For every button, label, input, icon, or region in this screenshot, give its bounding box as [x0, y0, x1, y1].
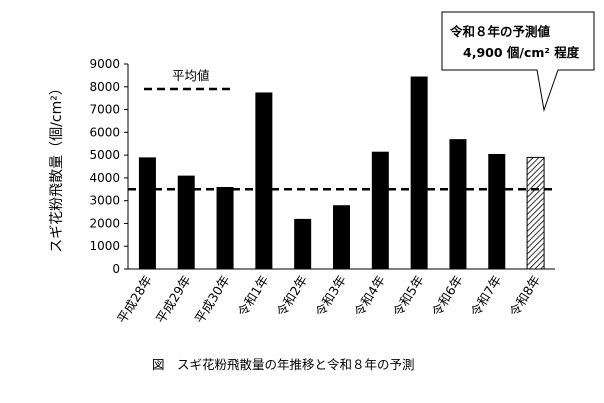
callout-value: 4,900 個/cm² 程度 [463, 45, 580, 60]
x-tick-label: 令和6年 [429, 273, 466, 319]
y-tick-label: 3000 [89, 194, 120, 208]
y-tick-label: 2000 [89, 216, 120, 230]
y-axis-label: スギ花粉飛散量（個/cm²） [49, 81, 65, 253]
bar [333, 205, 350, 269]
callout-balloon [441, 11, 595, 112]
bars [138, 76, 545, 270]
bar [216, 187, 234, 269]
legend: 平均値 [144, 68, 234, 91]
figure-caption: 図 スギ花粉飛散量の年推移と令和８年の予測 [152, 357, 415, 372]
y-tick-label: 9000 [89, 57, 120, 71]
x-tick-labels: 平成28年平成29年平成30年 令和1年 令和2年 令和3年 令和4年 令和5年 令和6年令… [114, 273, 543, 326]
x-tick-label: 令和4年 [351, 273, 388, 319]
bar [177, 175, 195, 269]
x-tick-label: 令和8年 [506, 273, 543, 319]
x-tick-label: 令和2年 [273, 273, 310, 319]
bar [410, 76, 428, 270]
y-tick-label: 7000 [89, 103, 120, 117]
bar-forecast [526, 156, 545, 270]
x-tick-label: 令和7年 [468, 273, 505, 319]
bar [449, 139, 467, 269]
x-tick-label: 平成30年 [192, 273, 233, 326]
y-tick-label: 0 [112, 262, 120, 276]
y-tick-label: 8000 [89, 80, 120, 94]
bar [255, 92, 273, 269]
y-ticks: 0 1000 2000 3000 4000 5000 6000 7000 8000 9000 [89, 57, 128, 276]
y-tick-label: 6000 [89, 125, 120, 139]
legend-average-label: 平均値 [172, 68, 210, 83]
y-tick-label: 4000 [89, 171, 120, 185]
forecast-callout: 令和８年の予測値 4,900 個/cm² 程度 [441, 11, 595, 112]
x-tick-label: 平成28年 [114, 273, 155, 326]
bar [488, 153, 506, 269]
bar [294, 218, 312, 269]
y-tick-label: 5000 [89, 148, 120, 162]
x-tick-label: 令和5年 [390, 273, 427, 319]
bar [371, 151, 389, 269]
callout-title: 令和８年の予測値 [449, 24, 551, 39]
x-tick-label: 平成29年 [153, 273, 194, 326]
x-tick-label: 令和1年 [235, 273, 272, 319]
y-tick-label: 1000 [89, 239, 120, 253]
x-tick-label: 令和3年 [312, 273, 349, 319]
bar [138, 157, 156, 269]
